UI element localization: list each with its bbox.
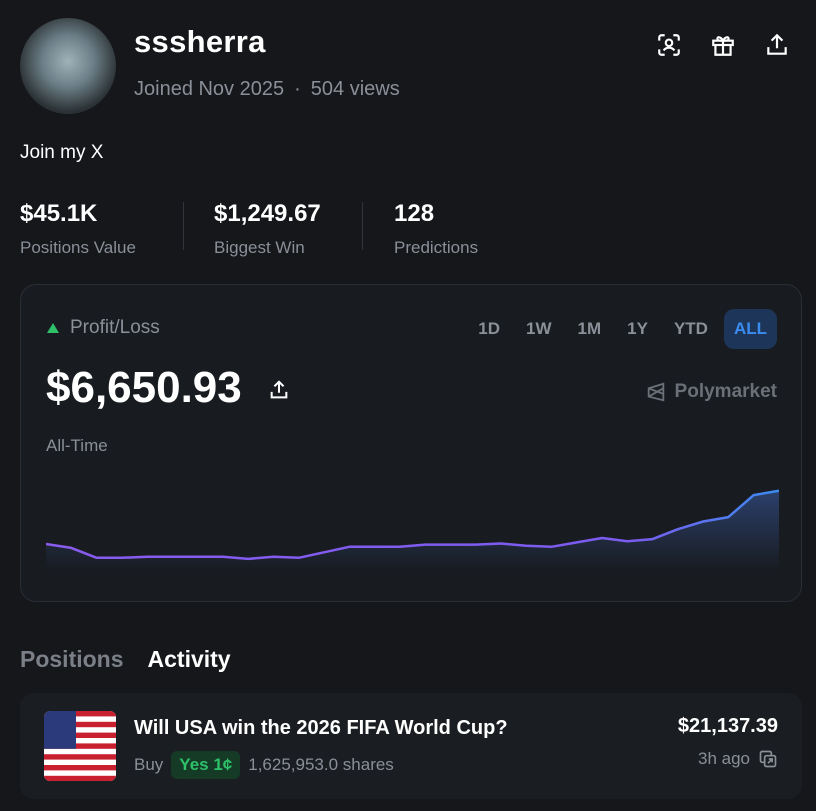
brand: Polymarket xyxy=(645,381,777,403)
divider xyxy=(362,202,363,250)
trade-amount: $21,137.39 xyxy=(677,715,778,737)
username: sssherra xyxy=(134,24,266,59)
flag-icon xyxy=(44,711,116,781)
share-icon[interactable] xyxy=(268,379,290,401)
amount-text: $6,650.93 xyxy=(46,363,242,412)
brand-name: Polymarket xyxy=(674,381,777,402)
stat-value: $1,249.67 xyxy=(214,200,321,227)
stat: $45.1K Positions Value xyxy=(20,200,136,258)
time: 3h ago xyxy=(698,749,750,768)
pnl-card: Profit/Loss 1D 1W 1M 1Y YTD ALL $6,650.93 Pol… xyxy=(20,284,802,602)
shares: 1,625,953.0 shares xyxy=(248,755,394,774)
bio: Join my X xyxy=(20,142,104,163)
pnl-header: Profit/Loss xyxy=(46,317,160,339)
range-button[interactable]: 1Y xyxy=(627,319,648,338)
outcome: Yes 1¢ xyxy=(171,751,241,779)
stat-label: Positions Value xyxy=(20,238,136,257)
pnl-title: Profit/Loss xyxy=(70,317,160,338)
market-title[interactable]: Will USA win the 2026 FIFA World Cup? xyxy=(134,717,508,739)
header-icons xyxy=(656,32,790,58)
tabs: Positions Activity xyxy=(20,646,231,673)
side: Buy xyxy=(134,755,164,774)
divider xyxy=(183,202,184,250)
external-link[interactable] xyxy=(758,749,778,769)
stat-label: Biggest Win xyxy=(214,238,305,257)
tab[interactable]: Activity xyxy=(147,646,231,672)
separator: · xyxy=(294,78,301,100)
tab[interactable]: Positions xyxy=(20,646,124,672)
trade-time: 3h ago xyxy=(698,749,778,769)
range-button[interactable]: 1W xyxy=(526,319,552,338)
joined: Joined Nov 2025 xyxy=(134,78,285,100)
gift-icon[interactable] xyxy=(710,32,736,58)
brand-logo xyxy=(647,382,664,402)
profile-meta: Joined Nov 2025 · 504 views xyxy=(134,78,410,101)
avatar[interactable] xyxy=(20,18,116,114)
pnl-chart xyxy=(46,489,779,571)
range-button[interactable]: ALL xyxy=(723,309,777,349)
stat-value: $45.1K xyxy=(20,200,98,227)
period: All-Time xyxy=(46,436,108,455)
stat: $1,249.67 Biggest Win xyxy=(214,200,321,258)
range-selector: 1D 1W 1M 1Y YTD ALL xyxy=(468,309,777,349)
stat-label: Predictions xyxy=(394,238,479,257)
activity-row[interactable]: Will USA win the 2026 FIFA World Cup? Bu… xyxy=(20,693,802,799)
share-icon[interactable] xyxy=(764,32,790,58)
range-button[interactable]: 1D xyxy=(478,319,501,338)
stat-value: 128 xyxy=(394,200,435,227)
range-button[interactable]: YTD xyxy=(673,319,708,338)
area xyxy=(46,490,779,571)
line xyxy=(46,489,779,561)
range-button[interactable]: 1M xyxy=(577,319,602,338)
pnl-amount: $6,650.93 xyxy=(46,363,290,413)
stat: 128 Predictions xyxy=(394,200,478,258)
trade-details: Buy Yes 1¢ 1,625,953.0 shares xyxy=(134,751,394,779)
up-triangle xyxy=(47,323,59,333)
scan-icon[interactable] xyxy=(656,32,682,58)
views: 504 views xyxy=(310,78,400,100)
